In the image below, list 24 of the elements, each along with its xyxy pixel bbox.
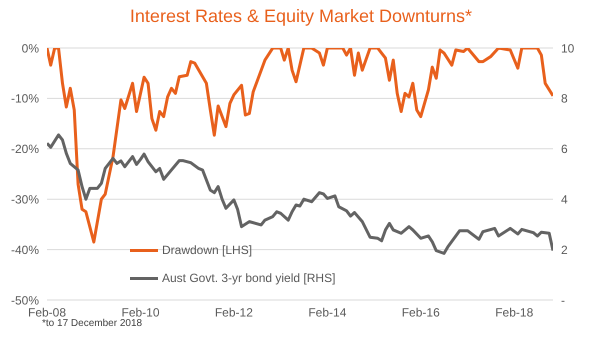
y2-tick-label: 4: [561, 192, 568, 206]
chart-title: Interest Rates & Equity Market Downturns*: [128, 6, 474, 27]
y2-tick-label: 6: [561, 142, 568, 156]
x-tick-label: Feb-14: [308, 306, 347, 320]
legend-label: Aust Govt. 3-yr bond yield [RHS]: [162, 271, 336, 285]
y2-tick-label: 2: [561, 242, 568, 257]
y-tick-label: -30%: [10, 192, 40, 206]
y2-tick-label: 10: [561, 41, 575, 56]
y2-tick-label: -: [561, 293, 565, 308]
x-tick-label: Feb-18: [495, 306, 534, 320]
text: *to 17 December 2018: [42, 318, 142, 329]
x-tick-label: Feb-08: [28, 306, 66, 320]
y-tick-label: -20%: [10, 142, 40, 156]
y2-tick-label: 8: [561, 92, 568, 106]
line-series: [47, 133, 553, 255]
line-series: [47, 48, 553, 244]
x-tick-label: Feb-12: [214, 306, 254, 320]
x-tick-label: Feb-16: [402, 306, 440, 320]
x-tick-label: Feb-10: [121, 306, 160, 320]
y-tick-label: -50%: [10, 293, 40, 308]
y-tick-label: 0%: [22, 41, 40, 56]
y-tick-label: -10%: [10, 92, 40, 106]
legend-label: Drawdown [LHS]: [162, 243, 252, 257]
y-tick-label: -40%: [10, 242, 40, 257]
